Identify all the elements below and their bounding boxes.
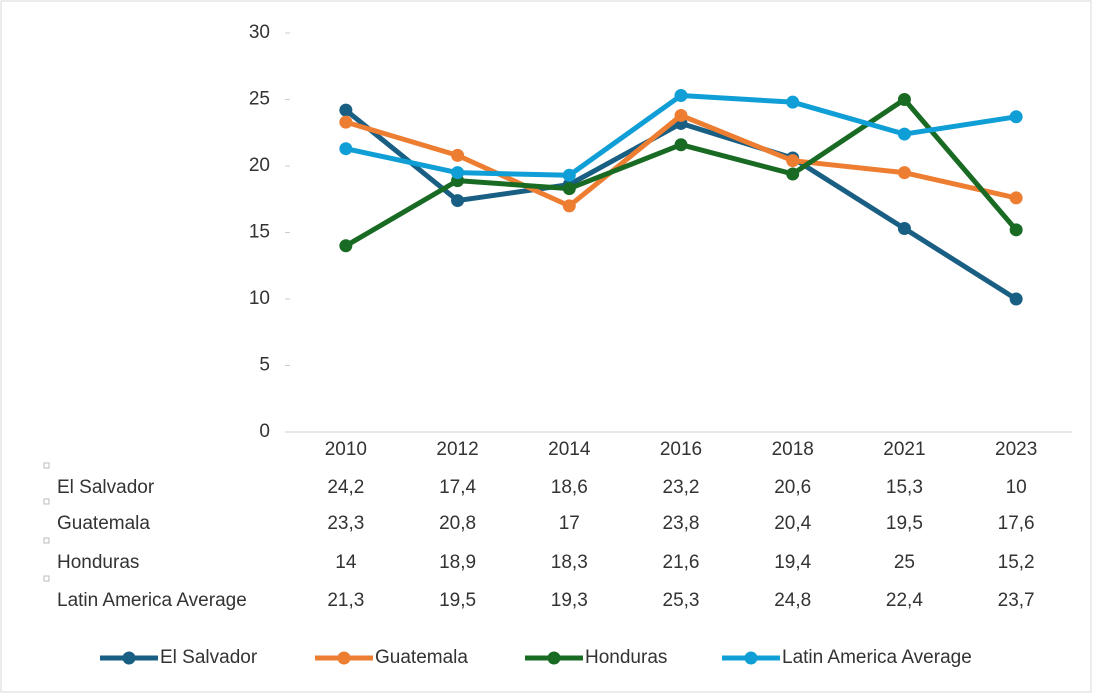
table-cell: 17,6: [998, 513, 1035, 534]
table-cell: 15,2: [998, 552, 1035, 573]
legend-label: Honduras: [585, 647, 667, 668]
table-key: [43, 498, 50, 505]
point: [451, 166, 465, 180]
legend-label: Guatemala: [375, 647, 468, 668]
table-cell: 18,3: [551, 552, 588, 573]
x-tick-label: 2021: [883, 439, 925, 460]
y-tick-label: 0: [259, 421, 270, 442]
table-row-label: El Salvador: [57, 477, 155, 498]
point: [451, 194, 465, 208]
table-cell: 17: [559, 513, 580, 534]
point: [562, 168, 576, 182]
point: [786, 154, 800, 168]
table-row-label: Guatemala: [57, 513, 150, 534]
y-tick-label: 10: [249, 288, 270, 309]
table-key: [43, 462, 50, 469]
point: [897, 166, 911, 180]
table-cell: 23,3: [327, 513, 364, 534]
point: [897, 93, 911, 106]
point: [1009, 223, 1023, 237]
table-cell: 23,2: [663, 477, 700, 498]
table-row-label: Honduras: [57, 552, 139, 573]
table-key: [43, 537, 50, 544]
table-cell: 18,9: [439, 552, 476, 573]
x-tick-label: 2023: [995, 439, 1037, 460]
table-cell: 20,6: [774, 477, 811, 498]
table-cell: 17,4: [439, 477, 476, 498]
table-cell: 23,8: [663, 513, 700, 534]
point: [786, 95, 800, 109]
point: [674, 108, 688, 122]
table-cell: 19,3: [551, 590, 588, 611]
x-tick-label: 2018: [772, 439, 814, 460]
legend-marker: [547, 651, 561, 665]
point: [1009, 292, 1023, 306]
point: [339, 142, 353, 156]
table-row-label: Latin America Average: [57, 590, 247, 611]
point: [1009, 110, 1023, 124]
table-cell: 14: [335, 552, 357, 573]
legend-label: El Salvador: [160, 647, 258, 668]
x-tick-label: 2012: [436, 439, 478, 460]
point: [674, 138, 688, 152]
legend-marker: [122, 651, 136, 665]
y-tick-label: 5: [259, 355, 270, 376]
table-key: [43, 575, 50, 582]
table-cell: 24,2: [327, 477, 364, 498]
table-cell: 19,5: [886, 513, 923, 534]
x-tick-label: 2014: [548, 439, 591, 460]
point: [897, 222, 911, 236]
table-cell: 23,7: [998, 590, 1035, 611]
table-cell: 15,3: [886, 477, 923, 498]
point: [786, 167, 800, 181]
table-cell: 25: [894, 552, 915, 573]
point: [339, 103, 353, 117]
table-cell: 20,4: [774, 513, 811, 534]
point: [562, 199, 576, 213]
table-cell: 21,6: [663, 552, 700, 573]
point: [562, 182, 576, 196]
x-tick-label: 2016: [660, 439, 702, 460]
point: [674, 89, 688, 103]
y-tick-label: 25: [249, 89, 270, 110]
table-cell: 19,4: [774, 552, 811, 573]
table-cell: 10: [1006, 477, 1027, 498]
table-cell: 24,8: [774, 590, 811, 611]
legend-marker: [337, 651, 351, 665]
table-cell: 19,5: [439, 590, 476, 611]
point: [451, 148, 465, 162]
y-tick-label: 15: [249, 222, 270, 243]
y-tick-label: 30: [249, 22, 270, 43]
point: [339, 239, 353, 253]
x-tick-label: 2010: [325, 439, 367, 460]
table-cell: 21,3: [327, 590, 364, 611]
table-cell: 18,6: [551, 477, 588, 498]
point: [1009, 191, 1023, 205]
table-cell: 20,8: [439, 513, 476, 534]
y-tick-label: 20: [249, 155, 270, 176]
point: [339, 115, 353, 129]
table-cell: 22,4: [886, 590, 923, 611]
legend-label: Latin America Average: [782, 647, 972, 668]
legend-marker: [744, 651, 758, 665]
table-cell: 25,3: [663, 590, 700, 611]
point: [897, 127, 911, 141]
